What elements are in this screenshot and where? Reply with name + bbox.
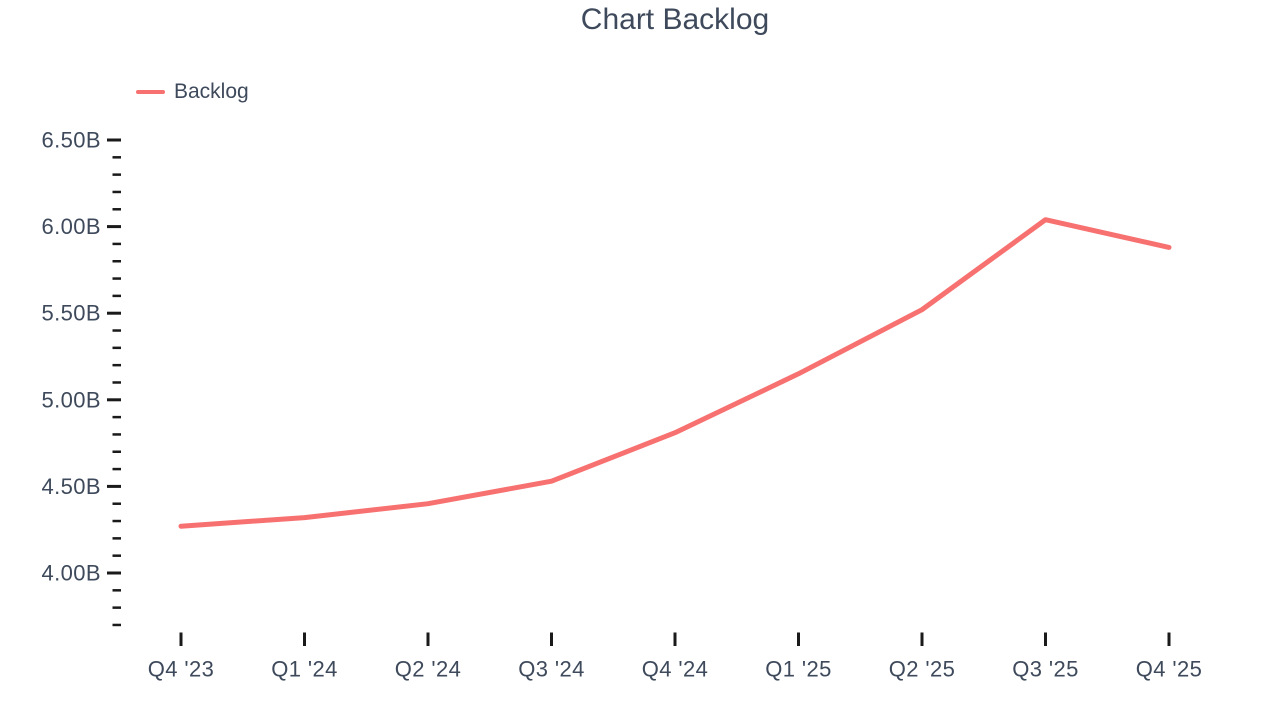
y-axis-label: 4.00B xyxy=(42,561,102,586)
legend-item-backlog[interactable]: Backlog xyxy=(136,80,249,104)
x-axis-label: Q4 '24 xyxy=(642,657,709,682)
x-axis-label: Q4 '25 xyxy=(1136,657,1203,682)
y-axis-label: 5.50B xyxy=(42,301,102,326)
chart-title: Chart Backlog xyxy=(580,3,770,36)
legend: Backlog xyxy=(136,80,249,104)
backlog-line-series[interactable] xyxy=(178,217,1172,529)
x-axis-label: Q1 '24 xyxy=(271,657,338,682)
x-axis-label: Q3 '24 xyxy=(518,657,585,682)
y-axis-label: 4.50B xyxy=(42,474,102,499)
legend-item-label: Backlog xyxy=(174,80,249,103)
x-axis-label: Q1 '25 xyxy=(765,657,832,682)
y-axis-label: 6.00B xyxy=(42,214,102,239)
x-axis-label: Q4 '23 xyxy=(148,657,215,682)
y-axis-label: 5.00B xyxy=(42,387,102,412)
x-axis-label: Q2 '24 xyxy=(395,657,462,682)
y-axis-label: 6.50B xyxy=(42,128,102,153)
x-axis-label: Q2 '25 xyxy=(889,657,956,682)
x-axis-label: Q3 '25 xyxy=(1012,657,1079,682)
legend-line-swatch-icon xyxy=(136,90,165,94)
